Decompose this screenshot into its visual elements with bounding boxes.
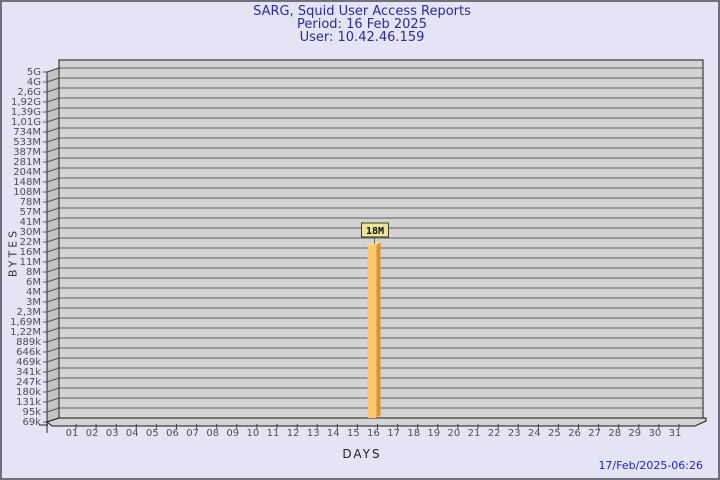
x-tick-label: 24 <box>528 428 541 439</box>
y-tick-label: 3M <box>26 297 41 308</box>
y-tick-label: 41M <box>20 217 41 228</box>
y-tick-label: 11M <box>20 257 41 268</box>
y-tick-label: 387M <box>13 147 41 158</box>
x-tick-label: 03 <box>106 428 119 439</box>
axis-origin-marks <box>39 422 48 433</box>
y-tick-label: 4G <box>27 77 41 88</box>
x-tick-label: 21 <box>468 428 481 439</box>
y-tick-label: 247k <box>16 377 41 388</box>
y-tick-label: 533M <box>13 137 41 148</box>
bar-value-label: 18M <box>366 226 384 237</box>
plot-panel <box>58 59 704 419</box>
x-tick-label: 10 <box>247 428 260 439</box>
y-tick-label: 1,69M <box>10 317 41 328</box>
x-tick-label: 20 <box>448 428 461 439</box>
y-tick-label: 131k <box>16 397 41 408</box>
y-tick-label: 4M <box>26 287 41 298</box>
y-tick-label: 95k <box>22 407 41 418</box>
y-tick-label: 22M <box>20 237 41 248</box>
bar-side <box>376 242 381 418</box>
y-tick-label: 2,6G <box>17 87 41 98</box>
x-tick-label: 07 <box>186 428 199 439</box>
y-tick-label: 78M <box>20 197 41 208</box>
x-tick-label: 26 <box>568 428 581 439</box>
y-tick-label: 57M <box>20 207 41 218</box>
report-timestamp: 17/Feb/2025-06:26 <box>598 459 703 472</box>
y-tick-label: 1,22M <box>10 327 41 338</box>
y-axis-title: BYTES <box>6 227 20 278</box>
y-tick-label: 281M <box>13 157 41 168</box>
x-tick-label: 08 <box>206 428 219 439</box>
y-tick-label: 180k <box>16 387 41 398</box>
y-tick-label: 8M <box>26 267 41 278</box>
y-tick-label: 148M <box>13 177 41 188</box>
x-tick-label: 25 <box>548 428 561 439</box>
y-tick-label: 1,01G <box>11 117 41 128</box>
x-tick-label: 04 <box>126 428 139 439</box>
y-tick-label: 69k <box>22 417 41 428</box>
y-tick-label: 1,39G <box>11 107 41 118</box>
x-tick-label: 27 <box>588 428 601 439</box>
x-tick-label: 15 <box>347 428 360 439</box>
bar-face <box>367 245 377 418</box>
y-tick-label: 469k <box>16 357 41 368</box>
y-tick-label: 889k <box>16 337 41 348</box>
x-tick-label: 28 <box>608 428 621 439</box>
y-tick-label: 6M <box>26 277 41 288</box>
bar-day-16: 18M <box>361 222 389 418</box>
y-tick-label: 16M <box>20 247 41 258</box>
x-tick-label: 23 <box>508 428 521 439</box>
y-tick-label: 30M <box>20 227 41 238</box>
chart-floor <box>45 417 707 427</box>
x-tick-label: 11 <box>267 428 280 439</box>
y-tick-label: 734M <box>13 127 41 138</box>
x-tick-label: 18 <box>407 428 420 439</box>
x-tick-label: 31 <box>669 428 682 439</box>
chart-period: Period: 16 Feb 2025 <box>297 17 427 32</box>
y-tick-label: 5G <box>27 67 41 78</box>
x-tick-label: 12 <box>287 428 300 439</box>
x-axis-title: DAYS <box>342 447 382 461</box>
x-tick-label: 19 <box>427 428 440 439</box>
y-tick-label: 341k <box>16 367 41 378</box>
y-tick-label: 646k <box>16 347 41 358</box>
y-tick-label: 2,3M <box>16 307 41 318</box>
x-tick-label: 22 <box>488 428 501 439</box>
y-tick-label: 204M <box>13 167 41 178</box>
chart-user: User: 10.42.46.159 <box>299 30 425 45</box>
x-tick-label: 16 <box>367 428 380 439</box>
x-tick-label: 09 <box>226 428 239 439</box>
x-axis: 01 02 03 04 05 06 07 08 09 10 11 12 13 14 15 16 17 18 19 20… <box>66 424 682 439</box>
x-tick-label: 29 <box>628 428 641 439</box>
x-tick-label: 17 <box>387 428 400 439</box>
bar-value-box <box>361 222 389 238</box>
x-tick-label: 06 <box>166 428 179 439</box>
x-tick-label: 14 <box>327 428 340 439</box>
y-tick-label: 1,92G <box>11 97 41 108</box>
chart-title-block: SARG, Squid User Access Reports Period: … <box>2 4 718 45</box>
chart-title: SARG, Squid User Access Reports <box>253 4 471 19</box>
x-tick-label: 13 <box>307 428 320 439</box>
gridlines <box>59 67 703 409</box>
x-tick-label: 30 <box>649 428 662 439</box>
x-tick-label: 02 <box>86 428 99 439</box>
y-tick-label: 108M <box>13 187 41 198</box>
x-tick-label: 05 <box>146 428 159 439</box>
x-tick-label: 01 <box>66 428 79 439</box>
